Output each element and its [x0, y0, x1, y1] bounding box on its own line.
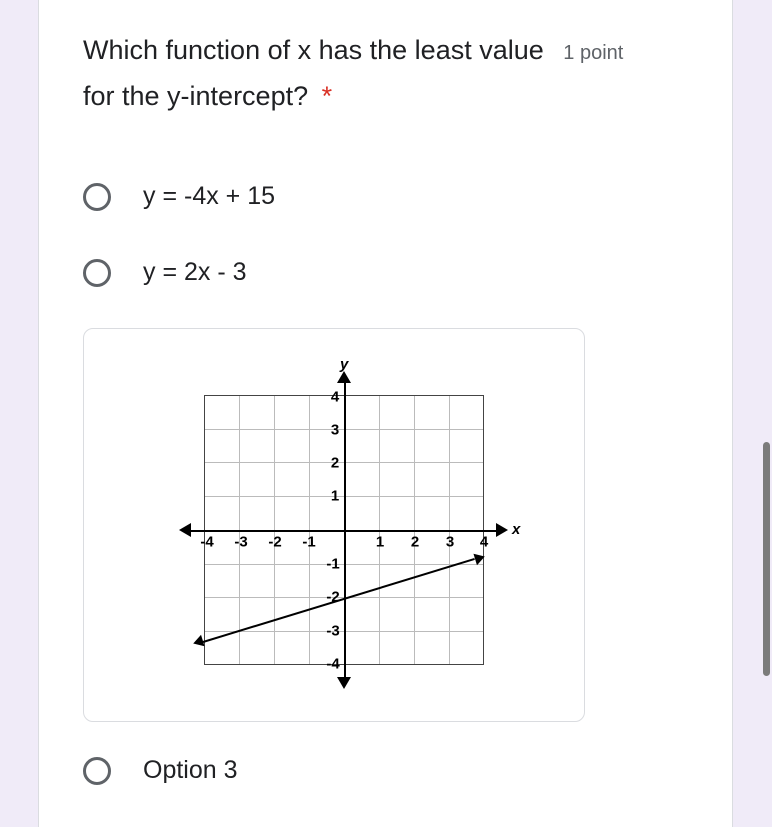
radio-icon — [83, 757, 111, 785]
axis-arrow-right-icon — [496, 523, 508, 537]
y-axis-label: y — [340, 356, 348, 373]
question-header: Which function of x has the least value … — [83, 28, 688, 120]
graph-canvas: y x 4 — [164, 355, 504, 695]
xtick-n3: -3 — [234, 533, 247, 550]
line-arrow-right-icon — [473, 551, 486, 565]
xtick-n1: -1 — [302, 533, 315, 550]
option-3[interactable]: Option 3 — [83, 746, 688, 796]
ytick-n1: -1 — [326, 555, 339, 572]
axis-arrow-left-icon — [179, 523, 191, 537]
required-asterisk: * — [322, 81, 333, 111]
xtick-1: 1 — [376, 533, 384, 550]
x-axis-line — [191, 530, 497, 532]
line-arrow-left-icon — [191, 635, 204, 649]
question-points: 1 point — [563, 42, 623, 64]
question-text-line1: Which function of x has the least value — [83, 35, 544, 65]
graph-image: y x 4 — [83, 328, 585, 722]
option-3-label: Option 3 — [143, 756, 238, 785]
ytick-2: 2 — [331, 454, 339, 471]
option-1-label: y = -4x + 15 — [143, 182, 275, 211]
radio-icon — [83, 259, 111, 287]
options-group: y = -4x + 15 y = 2x - 3 y x — [83, 172, 688, 796]
ytick-n3: -3 — [326, 622, 339, 639]
xtick-4: 4 — [480, 533, 488, 550]
ytick-n4: -4 — [326, 655, 339, 672]
radio-icon — [83, 183, 111, 211]
option-1[interactable]: y = -4x + 15 — [83, 172, 688, 222]
xtick-3: 3 — [446, 533, 454, 550]
question-text-line2: for the y-intercept? — [83, 81, 308, 111]
option-2-label: y = 2x - 3 — [143, 258, 247, 287]
xtick-n2: -2 — [268, 533, 281, 550]
xtick-2: 2 — [411, 533, 419, 550]
question-card: Which function of x has the least value … — [38, 0, 733, 827]
x-axis-label: x — [512, 521, 520, 538]
graph-grid: 4 3 2 1 -1 -2 -3 -4 -4 -3 -2 -1 1 2 3 4 — [204, 395, 484, 665]
option-2[interactable]: y = 2x - 3 — [83, 248, 688, 298]
scrollbar-thumb[interactable] — [763, 442, 770, 676]
axis-arrow-down-icon — [337, 677, 351, 689]
ytick-3: 3 — [331, 421, 339, 438]
ytick-1: 1 — [331, 487, 339, 504]
question-title: Which function of x has the least value … — [83, 28, 623, 120]
ytick-4: 4 — [331, 388, 339, 405]
xtick-n4: -4 — [200, 533, 213, 550]
